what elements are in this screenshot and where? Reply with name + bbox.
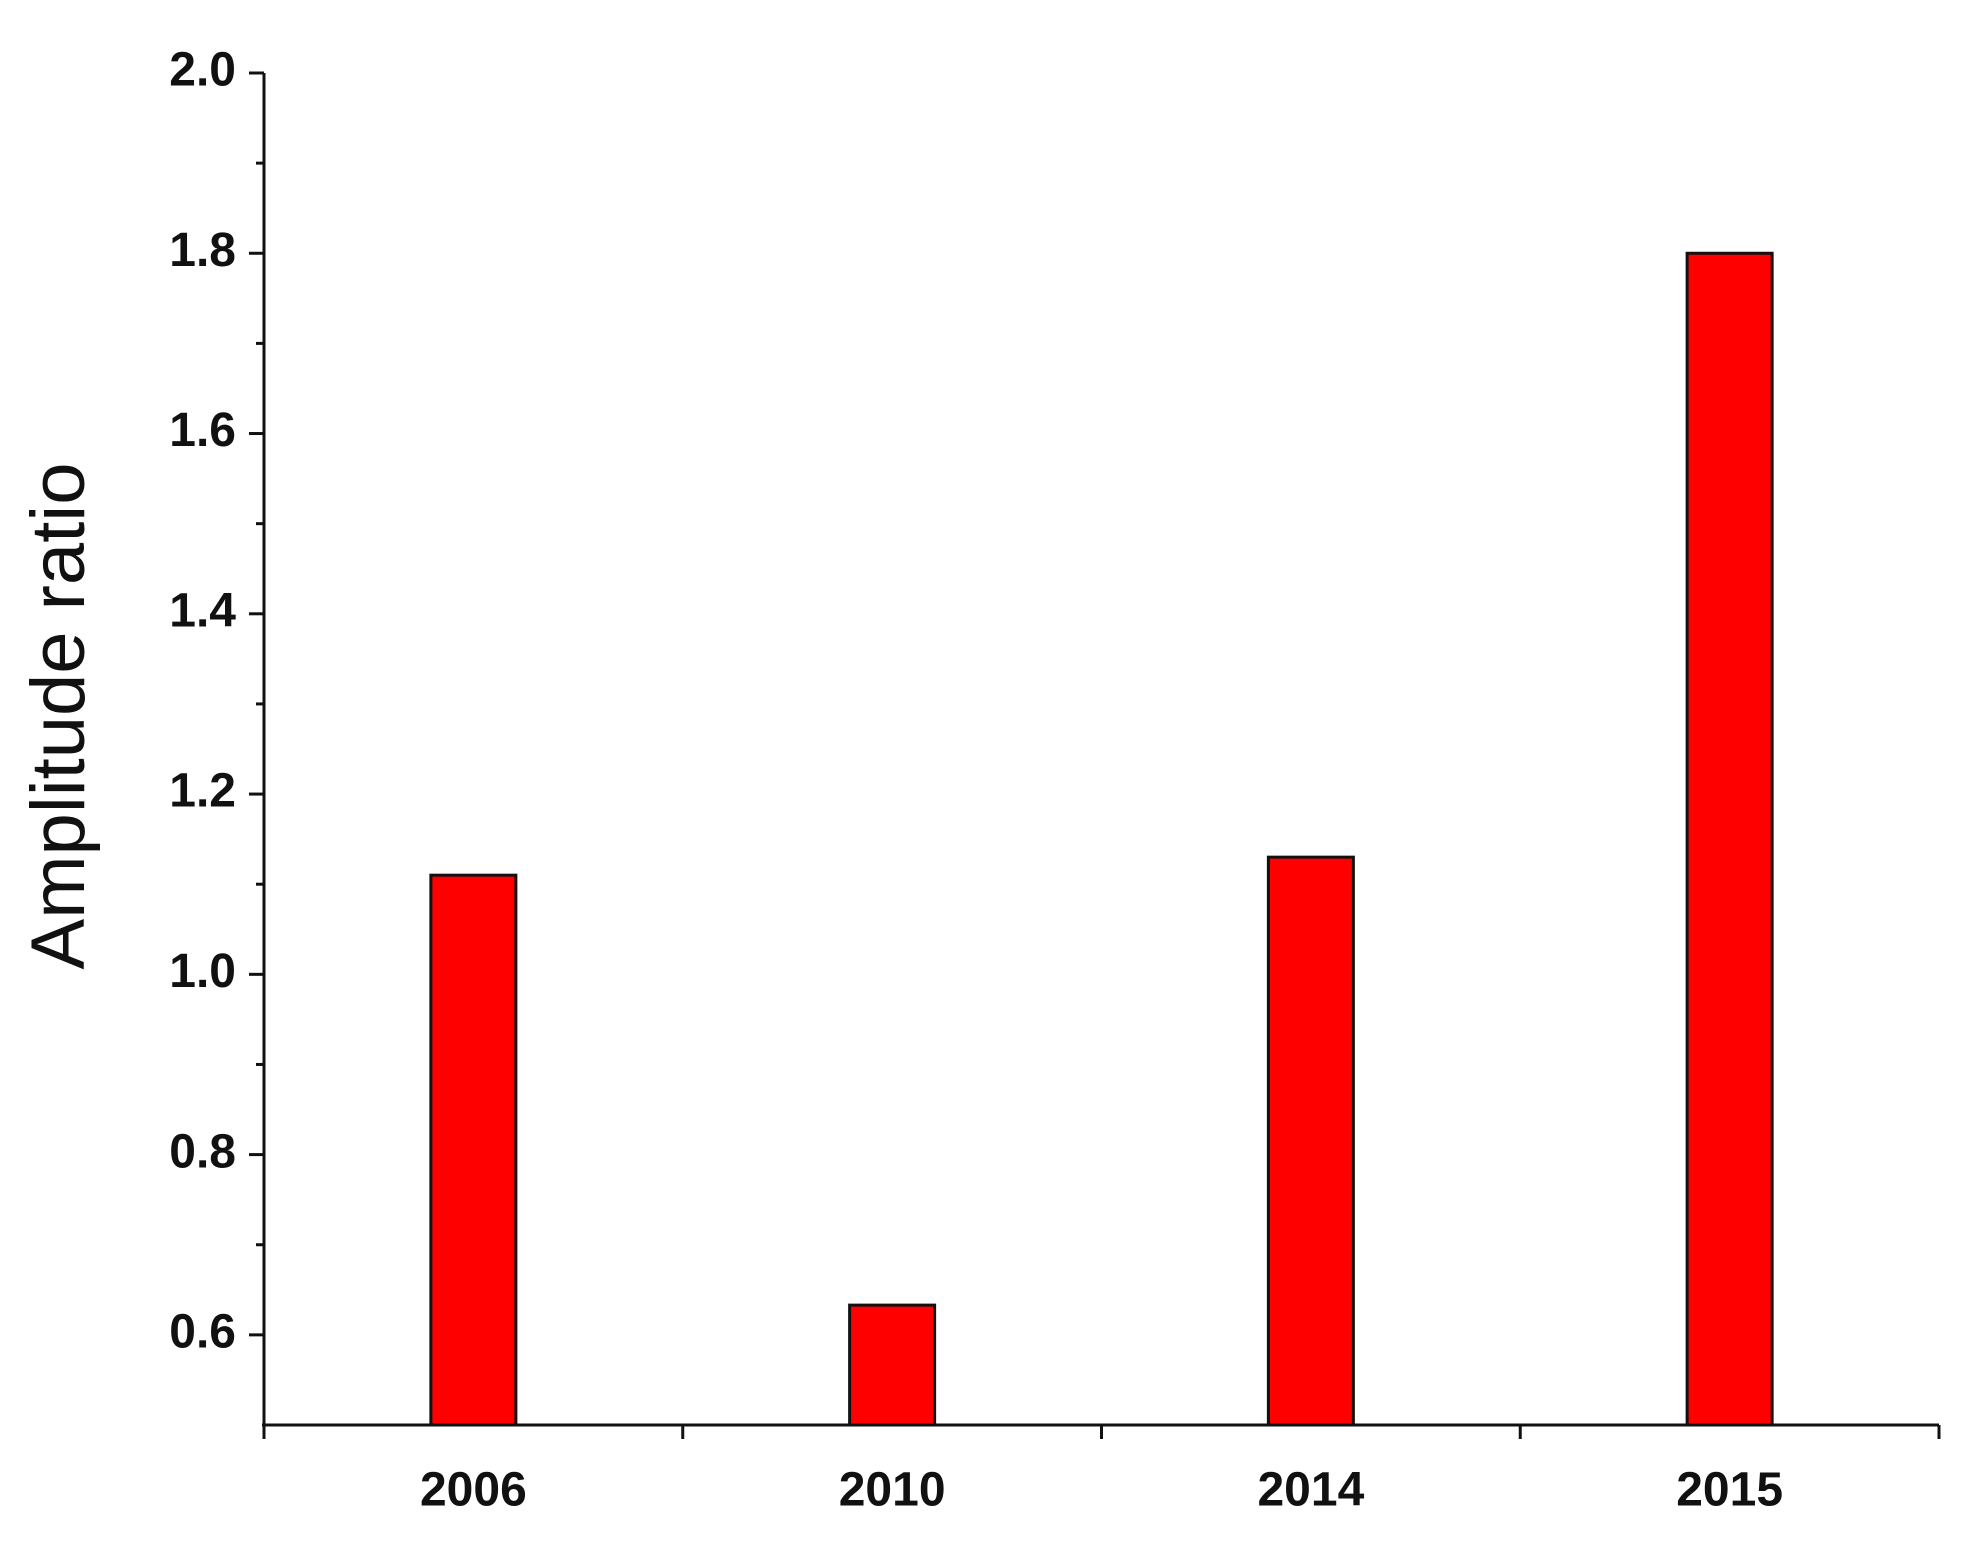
x-tick-label: 2015 xyxy=(1676,1464,1783,1517)
y-tick-label: 1.6 xyxy=(169,404,236,457)
y-tick-label: 0.8 xyxy=(169,1125,236,1178)
bar xyxy=(429,873,518,1427)
y-tick-label: 1.4 xyxy=(169,584,236,637)
x-tick-label: 2010 xyxy=(839,1464,946,1517)
bar xyxy=(848,1303,937,1427)
y-axis-label: Amplitude ratio xyxy=(16,463,101,970)
x-tick-label: 2006 xyxy=(420,1464,527,1517)
y-tick-label: 1.0 xyxy=(169,945,236,998)
y-tick-label: 1.8 xyxy=(169,224,236,277)
x-tick-label: 2014 xyxy=(1257,1464,1364,1517)
y-tick-label: 0.6 xyxy=(169,1306,236,1359)
bar xyxy=(1266,855,1355,1427)
bar xyxy=(1685,251,1774,1427)
y-tick-label: 2.0 xyxy=(169,44,236,97)
y-tick-label: 1.2 xyxy=(169,765,236,818)
